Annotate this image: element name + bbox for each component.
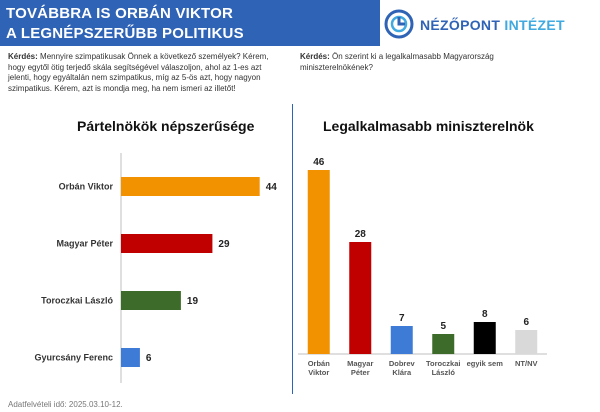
bar-egyik-sem <box>473 322 496 354</box>
category-label-magyar-peter: Magyar Péter <box>56 239 113 249</box>
question-left-label: Kérdés: <box>8 52 38 61</box>
header-title-line2: A LEGNÉPSZERŰBB POLITIKUS <box>6 25 244 42</box>
chart-divider <box>292 104 293 394</box>
category-label-magyar-peter: Magyar Péter <box>347 359 373 377</box>
logo-name-part1: NÉZŐPONT <box>420 17 501 33</box>
category-label-dobrev-klara: Dobrev Klára <box>389 359 416 377</box>
header-banner: TOVÁBBRA IS ORBÁN VIKTOR A LEGNÉPSZERŰBB… <box>0 0 380 46</box>
logo-name-part2: INTÉZET <box>504 17 565 33</box>
question-right-label: Kérdés: <box>300 52 330 61</box>
category-label-toroczkai-laszlo: Toroczkai László <box>426 359 460 377</box>
data-label-orban-viktor: 44 <box>266 182 278 193</box>
bar-dobrev-klara <box>390 326 413 354</box>
category-label-orban-viktor: Orbán Viktor <box>59 182 114 192</box>
bar-orban-viktor <box>307 170 330 354</box>
header-title-line1: TOVÁBBRA IS ORBÁN VIKTOR <box>6 5 234 22</box>
bar-toroczkai-laszlo <box>121 291 181 310</box>
question-left: Kérdés: Mennyire szimpatikusak Önnek a k… <box>8 52 284 94</box>
question-right-text: Ön szerint ki a legalkalmasabb Magyarors… <box>300 52 494 72</box>
data-label-dobrev-klara: 7 <box>399 313 405 324</box>
data-label-toroczkai-laszlo: 5 <box>440 321 446 332</box>
chart-title-left: Pártelnökök népszerűsége <box>77 118 255 134</box>
bar-orban-viktor <box>121 177 260 196</box>
question-left-text: Mennyire szimpatikusak Önnek a következő… <box>8 52 269 93</box>
category-label-nt-nv: NT/NV <box>515 359 538 368</box>
nezopont-logo-icon <box>384 9 414 39</box>
chart-title-right: Legalkalmasabb miniszterelnök <box>323 118 534 134</box>
chart-best-pm: 46 Orbán Viktor 28 Magyar Péter 7 Dobrev Klára 5 T… <box>298 157 547 377</box>
bar-nt-nv <box>515 330 538 354</box>
chart-party-leaders: Orbán Viktor 44 Magyar Péter 29 Toroczkai Lá… <box>34 153 278 383</box>
data-label-magyar-peter: 28 <box>355 229 367 240</box>
data-label-egyik-sem: 8 <box>482 309 488 320</box>
bar-gyurcsany-ferenc <box>121 348 140 367</box>
data-label-magyar-peter: 29 <box>218 239 230 250</box>
logo-text: NÉZŐPONT INTÉZET <box>420 17 565 33</box>
data-label-orban-viktor: 46 <box>313 157 325 168</box>
category-label-orban-viktor: Orbán Viktor <box>308 359 331 377</box>
category-label-gyurcsany-ferenc: Gyurcsány Ferenc <box>34 353 113 363</box>
bar-toroczkai-laszlo <box>432 334 455 354</box>
footer-survey-date: Adatfelvételi idő: 2025.03.10-12. <box>8 400 123 409</box>
data-label-toroczkai-laszlo: 19 <box>187 296 199 307</box>
category-label-toroczkai-laszlo: Toroczkai László <box>41 296 113 306</box>
bar-magyar-peter <box>349 242 372 354</box>
logo: NÉZŐPONT INTÉZET <box>384 8 594 42</box>
category-label-egyik-sem: egyik sem <box>467 359 504 368</box>
question-right: Kérdés: Ön szerint ki a legalkalmasabb M… <box>300 52 550 73</box>
bar-magyar-peter <box>121 234 213 253</box>
data-label-nt-nv: 6 <box>523 317 529 328</box>
data-label-gyurcsany-ferenc: 6 <box>146 353 152 364</box>
